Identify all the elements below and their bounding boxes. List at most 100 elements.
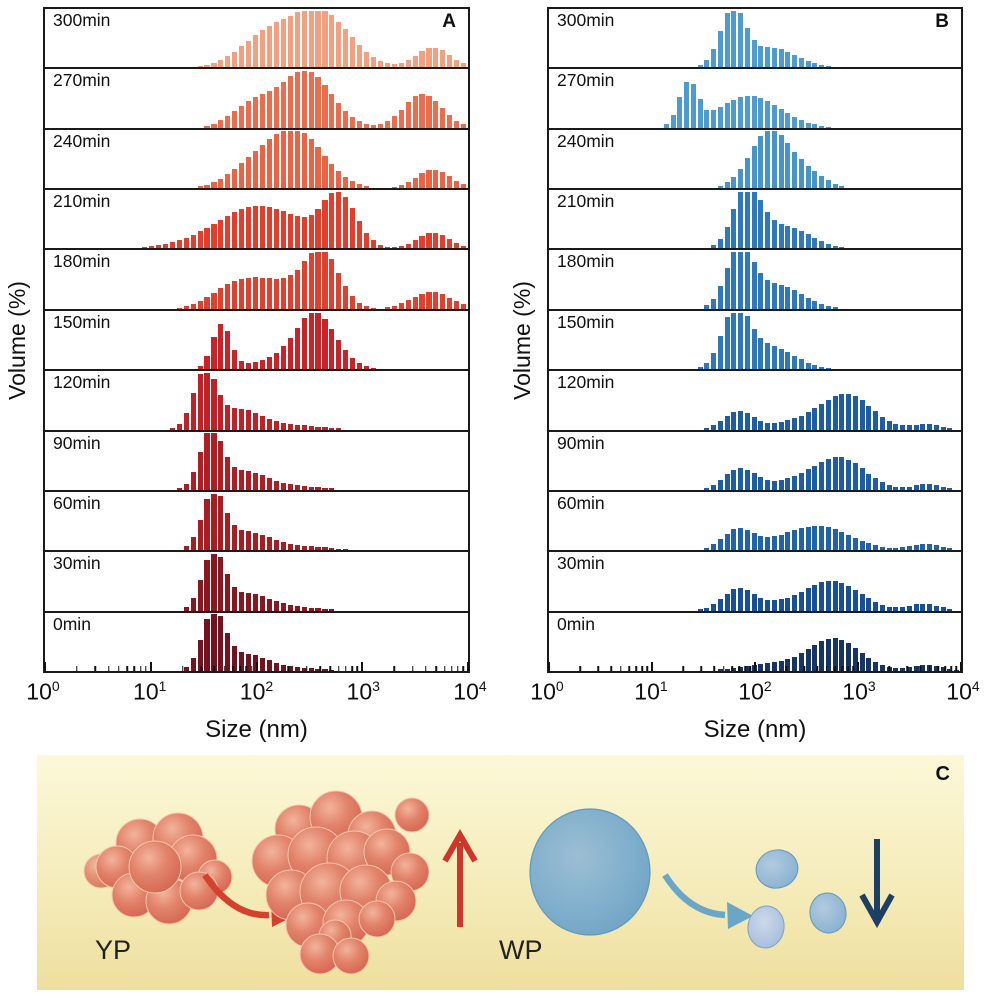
bar xyxy=(677,97,683,128)
bar xyxy=(336,272,342,309)
bar xyxy=(778,135,784,189)
x-axis-minor-tick xyxy=(118,665,120,671)
histogram-bars xyxy=(549,311,961,370)
bar xyxy=(751,532,757,551)
histogram-row-90min: 90min xyxy=(45,432,468,492)
bar xyxy=(765,536,771,551)
bar xyxy=(832,580,838,611)
bar xyxy=(280,542,286,551)
bar xyxy=(711,352,717,370)
bar xyxy=(218,178,224,189)
bar xyxy=(239,209,245,249)
bar xyxy=(301,261,307,309)
bar xyxy=(873,545,879,551)
bar xyxy=(711,49,717,68)
bar xyxy=(239,278,245,309)
x-axis-minor-tick xyxy=(329,665,332,671)
bar xyxy=(287,275,293,309)
bar xyxy=(329,14,335,68)
x-axis-major-tick xyxy=(44,661,46,671)
bar xyxy=(259,657,266,671)
bar xyxy=(253,412,259,430)
bar xyxy=(724,474,730,490)
bar xyxy=(778,348,784,370)
histogram-row-120min: 120min xyxy=(45,371,468,432)
bar xyxy=(433,232,439,249)
bar xyxy=(461,245,467,249)
bar xyxy=(197,580,203,611)
bar xyxy=(866,598,872,611)
bar xyxy=(704,427,710,430)
bar xyxy=(343,29,349,68)
bar xyxy=(190,234,196,249)
bar xyxy=(792,116,798,128)
bar xyxy=(852,589,858,611)
bar xyxy=(377,124,383,128)
bar xyxy=(819,641,825,671)
bar xyxy=(294,71,300,128)
bar xyxy=(765,479,771,490)
x-axis-minor-tick xyxy=(635,665,637,671)
bar xyxy=(805,412,811,430)
bar xyxy=(812,300,818,309)
bar xyxy=(405,181,411,189)
x-axis-minor-tick xyxy=(906,665,908,671)
bar xyxy=(301,485,307,490)
bar xyxy=(805,526,811,551)
bar xyxy=(724,415,730,430)
row-time-label: 210min xyxy=(53,191,111,212)
bar xyxy=(805,297,811,309)
bar xyxy=(259,534,266,551)
bar xyxy=(859,400,865,430)
bar xyxy=(308,138,314,189)
yp-small-cluster xyxy=(299,919,370,975)
bar xyxy=(391,247,397,249)
histogram-row-210min: 210min xyxy=(549,190,961,251)
bar xyxy=(273,480,279,490)
bar xyxy=(370,124,377,128)
x-axis-minor-tick xyxy=(816,665,818,671)
bar xyxy=(370,368,377,370)
bar xyxy=(744,666,750,671)
bar xyxy=(717,107,723,128)
bar xyxy=(301,668,307,671)
bar xyxy=(232,349,238,370)
bar xyxy=(785,287,791,309)
bar xyxy=(204,227,210,249)
bar xyxy=(280,603,286,611)
bar xyxy=(906,605,912,611)
x-axis-major-tick xyxy=(149,661,152,671)
bar xyxy=(315,668,321,671)
x-axis-minor-tick xyxy=(351,665,353,671)
bar xyxy=(190,597,196,611)
y-axis-label: Volume (%) xyxy=(508,280,535,400)
bar xyxy=(315,146,321,189)
row-time-label: 240min xyxy=(53,130,111,151)
bar xyxy=(454,59,460,68)
bar xyxy=(183,306,189,309)
bar xyxy=(266,356,273,370)
bar xyxy=(363,123,370,128)
bar xyxy=(461,63,467,68)
bar xyxy=(461,304,467,309)
bar xyxy=(239,651,245,671)
bar xyxy=(812,365,818,370)
bar xyxy=(778,479,784,490)
bar xyxy=(846,534,852,551)
bar xyxy=(329,164,335,189)
bar xyxy=(744,252,750,309)
bar xyxy=(454,120,460,128)
x-axis-minor-tick xyxy=(411,665,414,671)
bar xyxy=(832,457,838,490)
bar xyxy=(717,539,723,551)
bar xyxy=(778,599,784,611)
histogram-bars xyxy=(45,250,468,309)
bar xyxy=(879,665,885,671)
x-axis-minor-tick xyxy=(223,665,226,671)
bar xyxy=(940,426,946,430)
x-tick-label: 101 xyxy=(634,678,668,705)
histogram-row-240min: 240min xyxy=(549,130,961,191)
bar xyxy=(197,186,203,189)
size-decrease-arrow-icon xyxy=(859,839,895,929)
bar xyxy=(927,424,933,430)
